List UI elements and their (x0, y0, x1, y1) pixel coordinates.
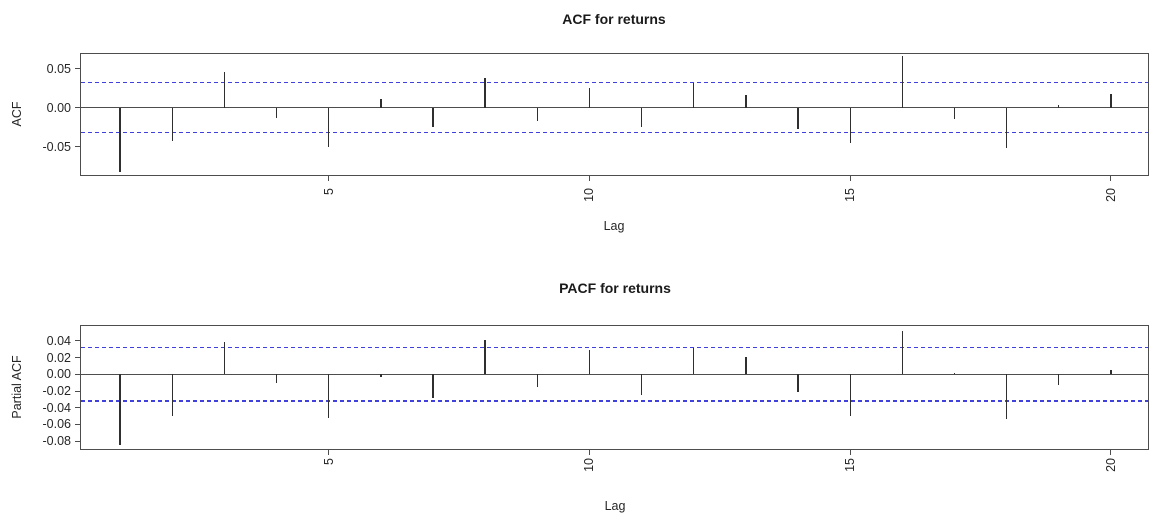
acf-confidence-line-lower (81, 132, 1148, 134)
pacf-y-tick-label: -0.02 (42, 384, 72, 398)
pacf-bar-lag-19 (1058, 374, 1060, 386)
acf-y-tick-label: 0.00 (46, 100, 71, 115)
pacf-bar-lag-7 (432, 374, 434, 398)
pacf-x-axis-label: Lag (604, 499, 626, 513)
acf-bar-lag-19 (1058, 104, 1060, 108)
pacf-y-tick-label: 0.02 (46, 350, 71, 365)
acf-bar-lag-12 (693, 82, 695, 108)
pacf-y-tick-label: -0.08 (42, 434, 72, 449)
acf-bar-lag-8 (484, 77, 486, 108)
pacf-zero-line (80, 373, 1149, 375)
acf-bar-lag-16 (901, 56, 904, 108)
pacf-bar-lag-10 (588, 350, 591, 375)
acf-x-tick (1110, 176, 1112, 181)
pacf-plot-box (80, 325, 1149, 450)
acf-y-tick (75, 146, 80, 148)
acf-bar-lag-18 (1005, 107, 1008, 148)
acf-zero-line (80, 107, 1149, 109)
pacf-bar-lag-20 (1110, 370, 1112, 375)
acf-bar-lag-4 (275, 107, 278, 118)
acf-bar-lag-1 (119, 107, 121, 172)
pacf-y-tick (75, 407, 80, 409)
pacf-y-tick-label: -0.06 (42, 417, 72, 432)
pacf-x-tick-label: 5 (321, 458, 336, 465)
pacf-y-tick-label: 0.04 (46, 333, 71, 348)
acf-bar-lag-7 (432, 107, 434, 128)
pacf-bar-lag-13 (745, 356, 747, 375)
acf-bar-lag-5 (328, 107, 330, 147)
acf-x-axis-label: Lag (603, 219, 625, 233)
pacf-bar-lag-4 (275, 374, 278, 383)
pacf-bar-lag-6 (380, 374, 382, 377)
acf-bar-lag-14 (797, 107, 799, 129)
acf-plot-box (80, 52, 1149, 176)
acf-x-tick (328, 176, 330, 181)
acf-bar-lag-15 (849, 107, 851, 143)
acf-x-tick (849, 176, 851, 181)
acf-confidence-line-upper (81, 81, 1148, 84)
acf-bar-lag-11 (640, 107, 643, 128)
acf-bar-lag-17 (953, 107, 956, 119)
pacf-bar-lag-11 (640, 374, 643, 396)
pacf-y-tick (75, 390, 80, 392)
pacf-y-tick (75, 373, 80, 375)
pacf-y-tick (75, 423, 80, 425)
pacf-bar-lag-3 (223, 341, 226, 375)
pacf-bar-lag-5 (328, 374, 330, 418)
pacf-bar-lag-1 (119, 374, 121, 446)
pacf-bar-lag-17 (953, 372, 956, 375)
acf-y-tick (75, 107, 80, 109)
pacf-bar-lag-16 (901, 330, 904, 375)
acf-bar-lag-9 (536, 107, 538, 122)
pacf-y-tick (75, 340, 80, 342)
acf-y-tick-label: -0.05 (42, 139, 72, 154)
pacf-x-tick-label: 10 (582, 458, 597, 472)
pacf-confidence-line-upper (81, 346, 1148, 349)
pacf-bar-lag-2 (171, 374, 173, 417)
pacf-confidence-line-lower (81, 400, 1148, 402)
pacf-x-tick (328, 450, 330, 455)
pacf-plot-title: PACF for returns (559, 280, 671, 296)
acf-y-tick-label: 0.05 (46, 61, 71, 76)
pacf-x-tick (1110, 450, 1112, 455)
acf-bar-lag-2 (171, 107, 173, 142)
pacf-x-tick-label: 20 (1103, 458, 1118, 472)
pacf-y-tick-label: -0.04 (42, 400, 72, 415)
pacf-y-tick-label: 0.00 (46, 367, 71, 382)
pacf-bar-lag-15 (849, 374, 851, 417)
acf-y-tick (75, 68, 80, 70)
acf-bar-lag-3 (223, 72, 226, 108)
pacf-bar-lag-9 (536, 374, 538, 387)
pacf-bar-lag-18 (1005, 374, 1008, 419)
pacf-x-tick-label: 15 (843, 458, 858, 472)
pacf-x-tick (588, 450, 590, 455)
pacf-x-tick (849, 450, 851, 455)
pacf-bar-lag-14 (797, 374, 799, 392)
pacf-bar-lag-12 (693, 347, 695, 375)
pacf-y-tick (75, 357, 80, 359)
pacf-y-tick (75, 440, 80, 442)
acf-plot-title: ACF for returns (562, 11, 666, 27)
acf-bar-lag-20 (1110, 93, 1112, 108)
acf-x-tick (588, 176, 590, 181)
acf-bar-lag-13 (745, 95, 747, 108)
acf-bar-lag-6 (380, 99, 382, 108)
pacf-bar-lag-8 (484, 339, 486, 375)
acf-bar-lag-10 (588, 88, 591, 108)
